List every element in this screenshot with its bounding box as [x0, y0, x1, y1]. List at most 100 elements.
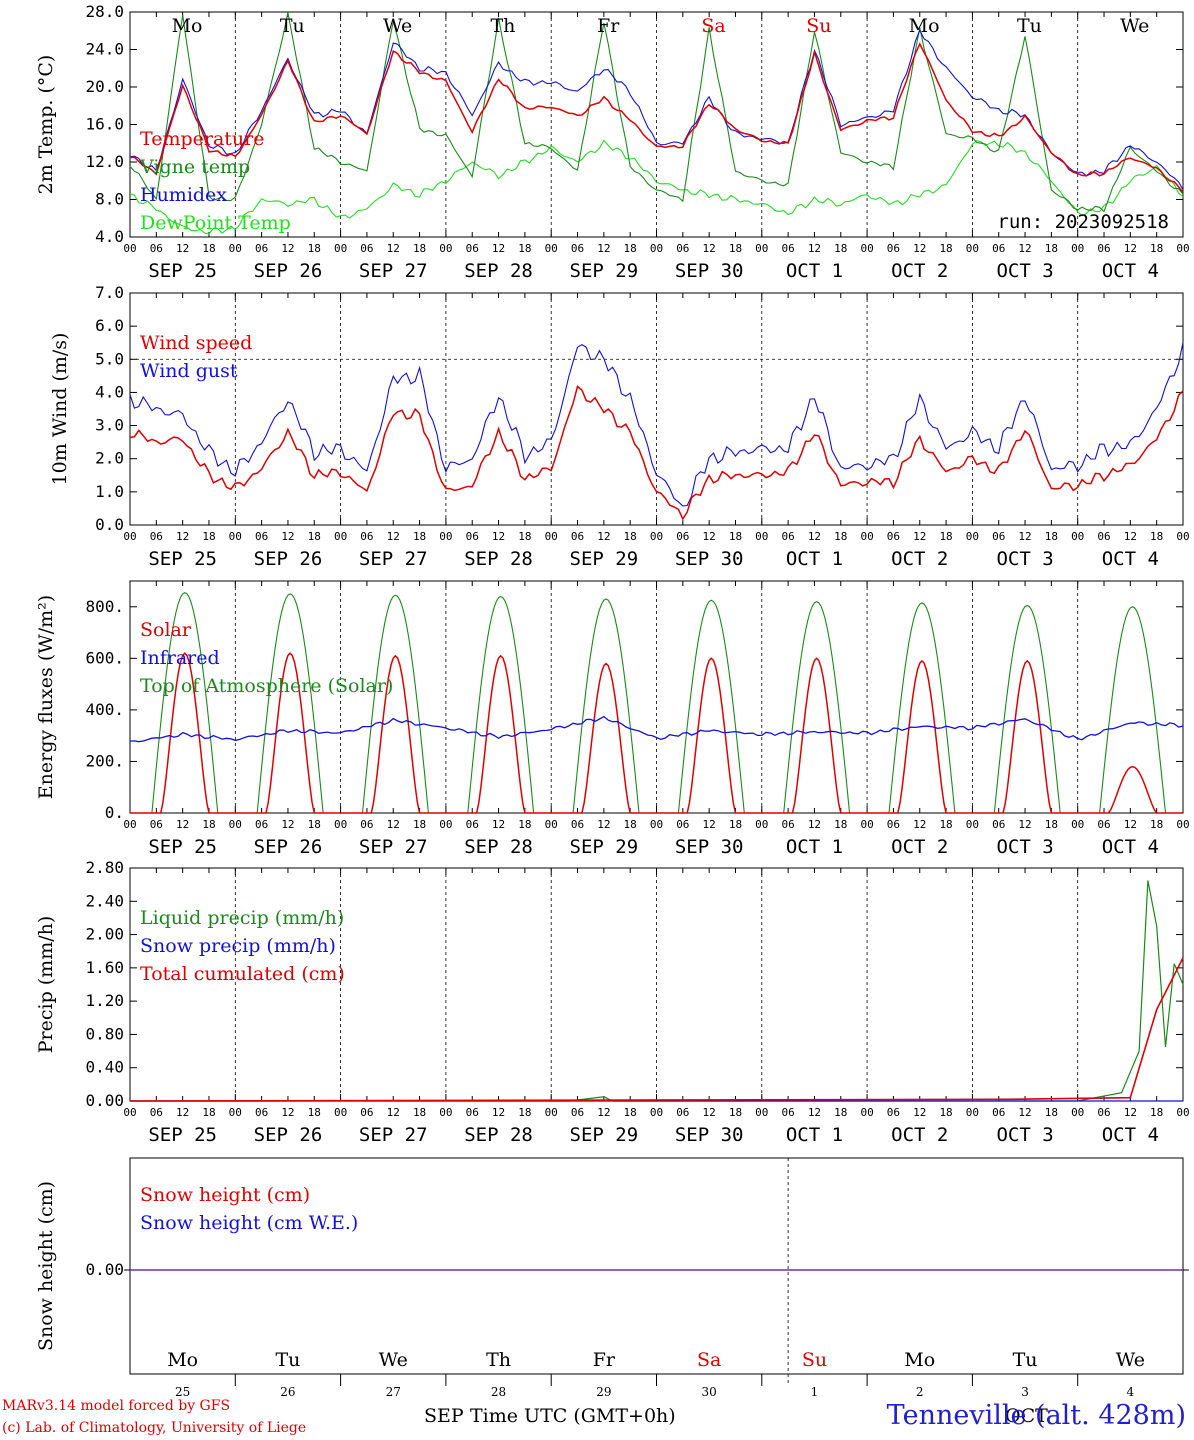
x-day-label: SEP 27: [359, 548, 428, 570]
x-hour-label: 06: [571, 818, 584, 831]
legend-entry: Snow height (cm W.E.): [140, 1212, 358, 1234]
x-hour-label: 00: [1071, 530, 1084, 543]
x-day-label: OCT 1: [786, 260, 843, 282]
x-hour-label: 12: [597, 1106, 610, 1119]
x-hour-label: 00: [229, 530, 242, 543]
x-hour-label: 12: [492, 818, 505, 831]
x-hour-label: 00: [966, 818, 979, 831]
x-hour-label: 00: [123, 242, 136, 255]
precip-tick-label: 1.20: [85, 991, 124, 1010]
x-hour-label: 00: [755, 242, 768, 255]
x-hour-label: 18: [1045, 818, 1058, 831]
x-hour-label: 00: [334, 818, 347, 831]
x-hour-label: 06: [782, 242, 795, 255]
x-hour-label: 06: [466, 818, 479, 831]
x-hour-label: 00: [755, 818, 768, 831]
x-hour-label: 12: [492, 530, 505, 543]
energy-tick-label: 400.: [85, 700, 124, 719]
x-hour-label: 12: [176, 1106, 189, 1119]
x-hour-label: 06: [360, 530, 373, 543]
x-day-label: SEP 30: [675, 260, 744, 282]
x-hour-label: 18: [624, 242, 637, 255]
x-day-label: SEP 29: [570, 836, 639, 858]
weekday-label: We: [379, 1349, 408, 1371]
x-hour-label: 18: [518, 530, 531, 543]
x-day-label: SEP 25: [148, 836, 217, 858]
x-hour-label: 18: [729, 530, 742, 543]
precip-tick-label: 1.60: [85, 958, 124, 977]
y-axis-label: Snow height (cm): [35, 1181, 57, 1351]
weekday-label: Fr: [593, 1349, 616, 1371]
x-hour-label: 00: [1176, 242, 1189, 255]
x-hour-label: 00: [1176, 1106, 1189, 1119]
x-hour-label: 18: [413, 242, 426, 255]
x-hour-label: 06: [466, 1106, 479, 1119]
x-hour-label: 12: [281, 818, 294, 831]
day-number-label: 28: [491, 1385, 506, 1399]
x-hour-label: 18: [834, 242, 847, 255]
x-hour-label: 12: [808, 242, 821, 255]
x-hour-label: 06: [150, 242, 163, 255]
x-hour-label: 00: [860, 530, 873, 543]
x-hour-label: 12: [703, 242, 716, 255]
x-hour-label: 06: [992, 530, 1005, 543]
energy-tick-label: 200.: [85, 751, 124, 770]
x-day-label: OCT 4: [1102, 548, 1159, 570]
wind-tick-label: 6.0: [95, 316, 124, 335]
x-hour-label: 18: [939, 530, 952, 543]
series-wind-speed: [129, 385, 1184, 521]
precip-tick-label: 0.80: [85, 1024, 124, 1043]
x-hour-label: 12: [492, 242, 505, 255]
x-hour-label: 12: [387, 242, 400, 255]
x-hour-label: 18: [1045, 1106, 1058, 1119]
x-hour-label: 12: [1124, 530, 1137, 543]
x-hour-label: 12: [1018, 242, 1031, 255]
x-day-label: SEP 28: [464, 548, 533, 570]
series-solar: [130, 652, 1183, 814]
day-number-label: 3: [1021, 1385, 1029, 1399]
x-hour-label: 00: [1071, 1106, 1084, 1119]
energy-tick-label: 800.: [85, 597, 124, 616]
x-hour-label: 00: [439, 530, 452, 543]
x-day-label: SEP 28: [464, 836, 533, 858]
x-hour-label: 12: [808, 818, 821, 831]
x-hour-label: 00: [860, 1106, 873, 1119]
x-hour-label: 18: [518, 242, 531, 255]
x-hour-label: 18: [624, 530, 637, 543]
x-hour-label: 00: [123, 530, 136, 543]
x-hour-label: 18: [1150, 242, 1163, 255]
x-hour-label: 06: [676, 1106, 689, 1119]
temp-tick-label: 4.0: [95, 227, 124, 246]
x-hour-label: 06: [676, 818, 689, 831]
x-hour-label: 12: [597, 530, 610, 543]
temp-tick-label: 28.0: [85, 2, 124, 21]
x-hour-label: 00: [966, 1106, 979, 1119]
precip-tick-label: 2.80: [85, 858, 124, 877]
x-hour-label: 12: [597, 242, 610, 255]
panel-frame: [129, 11, 1184, 238]
x-hour-label: 12: [808, 530, 821, 543]
x-hour-label: 00: [1071, 818, 1084, 831]
legend-entry: DewPoint Temp: [140, 212, 291, 234]
x-hour-label: 12: [387, 818, 400, 831]
x-day-label: OCT 2: [891, 1124, 948, 1146]
x-hour-label: 12: [281, 530, 294, 543]
x-hour-label: 06: [255, 530, 268, 543]
x-hour-label: 00: [755, 530, 768, 543]
x-hour-label: 18: [1150, 1106, 1163, 1119]
series-humidex: [129, 29, 1184, 191]
legend-entry: Temperature: [140, 128, 264, 150]
x-hour-label: 06: [571, 1106, 584, 1119]
day-number-label: 25: [175, 1385, 190, 1399]
x-hour-label: 12: [913, 242, 926, 255]
x-day-label: SEP 26: [254, 260, 323, 282]
x-hour-label: 06: [571, 530, 584, 543]
x-day-label: OCT 2: [891, 836, 948, 858]
y-axis-label: Precip (mm/h): [35, 916, 57, 1054]
weekday-label: We: [1120, 15, 1149, 37]
day-number-label: 4: [1127, 1385, 1135, 1399]
x-hour-label: 00: [860, 818, 873, 831]
x-day-label: SEP 25: [148, 1124, 217, 1146]
x-hour-label: 18: [1150, 530, 1163, 543]
